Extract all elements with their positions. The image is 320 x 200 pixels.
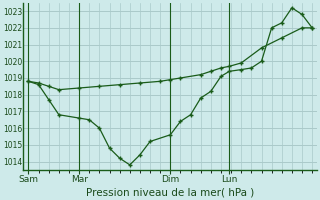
X-axis label: Pression niveau de la mer( hPa ): Pression niveau de la mer( hPa ) [86, 187, 254, 197]
